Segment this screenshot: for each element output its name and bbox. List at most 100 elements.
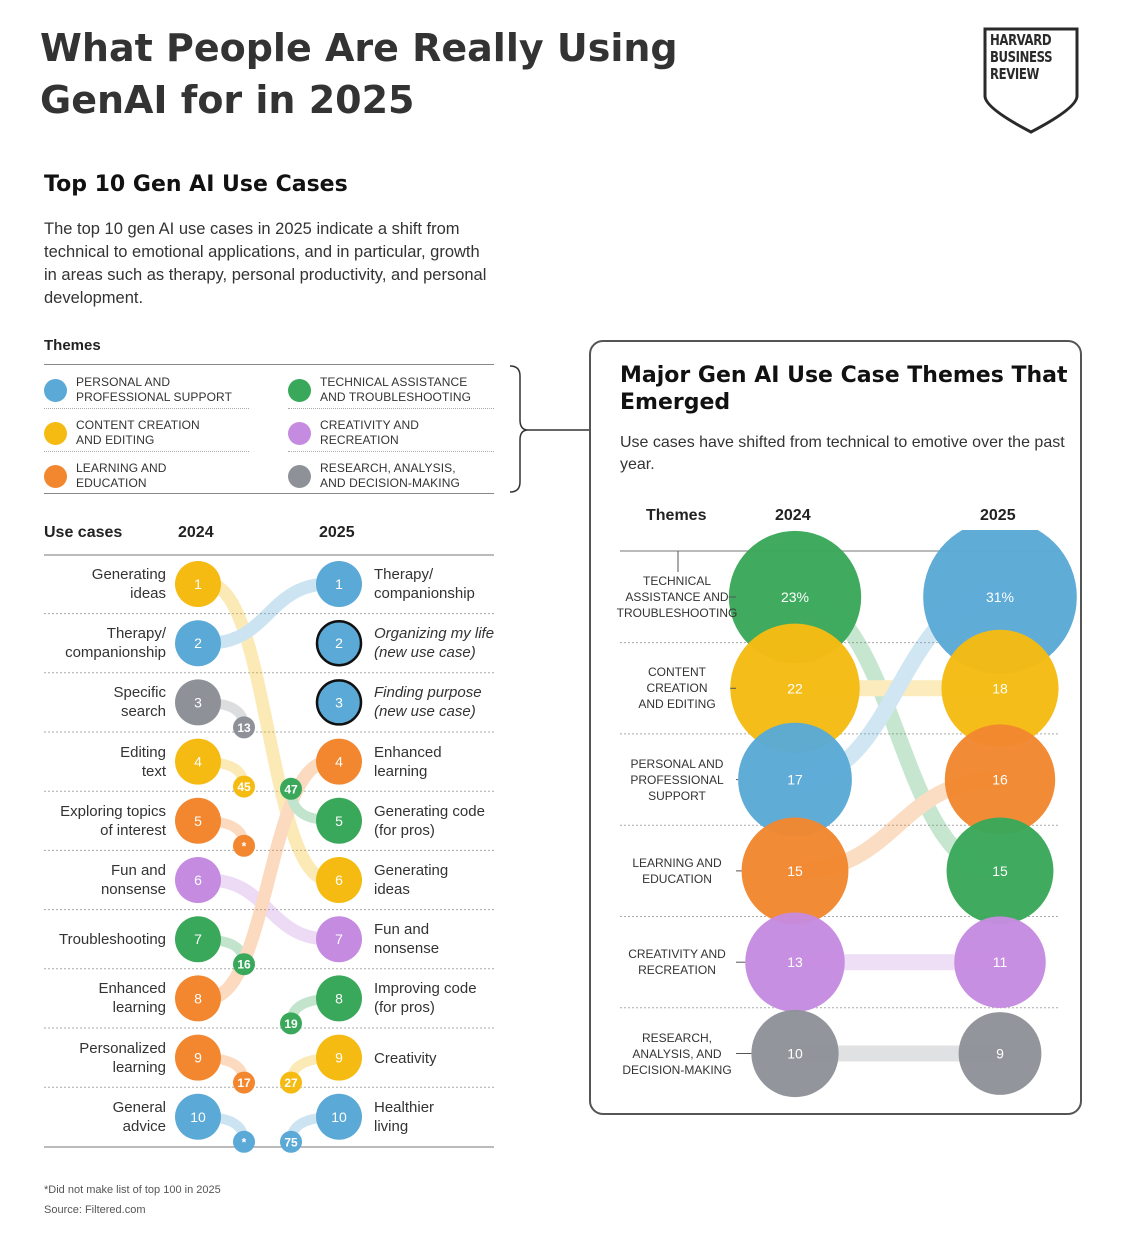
theme-row-label-line3: support — [648, 788, 706, 803]
node-2024-rank-2 — [175, 620, 221, 667]
theme-row-label-line2: education — [642, 871, 712, 886]
theme-row-label-line1: Research, — [641, 1030, 712, 1045]
footnote: *Did not make list of top 100 in 2025 — [44, 1184, 221, 1196]
use-case-2025-line2: nonsense — [374, 940, 440, 958]
left-2025-header: 2025 — [319, 524, 355, 541]
bubble-2024-label: 23% — [781, 589, 809, 605]
theme-row-label-technical: Technical assistance and troubleshooting — [612, 573, 742, 621]
legend-separator — [44, 451, 249, 452]
bubble-2025-label: 15 — [992, 863, 1008, 879]
legend-item-learning: Learning and education — [44, 457, 254, 497]
use-case-2025-line2: (for pros) — [374, 999, 435, 1017]
use-case-2024-4: Editing text — [40, 743, 166, 781]
theme-row-label-line3: decision-making — [622, 1062, 732, 1077]
bubble-2025-label: 16 — [992, 772, 1008, 788]
bubble-2024-label: 17 — [787, 772, 803, 788]
right-panel-description: Use cases have shifted from technical to… — [620, 434, 1065, 473]
use-case-2024-line2: nonsense — [100, 881, 166, 898]
node-2024-rank-3 — [175, 679, 221, 726]
use-case-2025-1: Therapy/companionship — [374, 565, 504, 603]
node-2024-label: 4 — [194, 754, 202, 770]
node-2025-label: 4 — [335, 754, 343, 770]
node-2025-rank-5 — [316, 797, 362, 844]
theme-row-label-line2: analysis, and — [632, 1046, 722, 1061]
legend-label: Creativity and recreation — [320, 418, 419, 447]
theme-row-label-line3: troubleshooting — [616, 606, 738, 620]
offlist-2024-rank-label: 19 — [284, 1017, 298, 1031]
use-case-2025-line1: Generating code — [374, 802, 485, 820]
legend-item-technical: Technical assistance and troubleshooting — [288, 371, 498, 411]
use-case-2025-line2: ideas — [374, 881, 410, 898]
legend-dot-personal — [44, 379, 67, 402]
node-2025-label: 10 — [331, 1109, 347, 1125]
use-case-2025-line2: living — [374, 1117, 409, 1135]
use-case-2024-line1: Enhanced — [98, 980, 166, 998]
use-case-2024-line1: General — [112, 1098, 166, 1116]
use-case-2024-line1: Exploring topics — [60, 802, 166, 820]
legend-item-research: Research, analysis, and decision-making — [288, 457, 498, 497]
bubble-2025-personal — [923, 530, 1077, 674]
use-case-2025-7: Fun and nonsense — [374, 920, 504, 958]
title-line-2: GenAI for in 2025 — [40, 78, 415, 122]
bubble-2024-label: 13 — [787, 954, 803, 970]
bubble-2025-research — [958, 1012, 1042, 1095]
theme-row-label-content: Content creation and editing — [612, 664, 742, 712]
node-2024-rank-10 — [175, 1093, 221, 1140]
use-case-2025-line1: Improving code — [374, 980, 477, 998]
use-case-2024-line2: learning — [112, 1058, 166, 1076]
theme-row-label-creativity: Creativity and recreation — [612, 946, 742, 978]
theme-row-label-line1: Content — [648, 665, 706, 680]
use-case-2025-5: Generating code (for pros) — [374, 802, 504, 840]
bubble-2025-label: 9 — [996, 1046, 1004, 1062]
node-2024-label: 10 — [190, 1109, 206, 1125]
node-2024-label: 7 — [194, 931, 202, 947]
use-case-2025-line1: Generating — [374, 862, 449, 879]
flow-line — [201, 873, 336, 946]
node-2025-rank-10 — [316, 1093, 362, 1140]
use-case-2024-2: Therapy/companionship — [40, 624, 166, 662]
offlist-2025-rank — [233, 953, 255, 976]
offlist-2025-rank — [233, 1071, 255, 1094]
use-case-2025-line1: Creativity — [374, 1049, 437, 1067]
use-case-2025-9: Creativity — [374, 1049, 504, 1068]
node-2024-rank-5 — [175, 797, 221, 844]
legend-dot-learning — [44, 465, 67, 488]
node-2025-rank-3 — [315, 679, 363, 726]
theme-row-label-line1: Technical — [642, 574, 711, 588]
use-case-2024-10: General advice — [40, 1098, 166, 1136]
node-2025-label: 1 — [335, 576, 343, 592]
use-case-2024-6: Fun and nonsense — [40, 861, 166, 899]
legend-dot-technical — [288, 379, 311, 402]
bubble-2024-technical — [728, 530, 862, 664]
use-case-2025-line2: (new use case) — [374, 644, 476, 662]
left-section-description: The top 10 gen AI use cases in 2025 indi… — [44, 220, 487, 307]
use-case-2025-line2: learning — [374, 762, 428, 780]
legend-label: Research, analysis, and decision-making — [320, 461, 460, 490]
use-case-2024-5: Exploring topics of interest — [40, 802, 166, 840]
offlist-2024-rank-label: 47 — [284, 782, 298, 796]
hbr-shield-logo — [983, 27, 1079, 134]
legend-item-content: Content creation and editing — [44, 414, 254, 454]
theme-row-label-line2: professional — [630, 772, 724, 787]
theme-row-label-line1: Personal and — [630, 756, 724, 771]
legend-item-creativity: Creativity and recreation — [288, 414, 498, 454]
legend-label: Personal and professional support — [76, 375, 233, 404]
bubble-2024-creativity — [745, 912, 845, 1012]
node-2024-label: 2 — [194, 635, 202, 651]
left-2024-header: 2024 — [178, 524, 214, 541]
legend-separator — [44, 408, 249, 409]
offlist-2025-rank-label: 45 — [237, 780, 251, 794]
offlist-2025-rank-label: * — [242, 1135, 247, 1149]
use-case-2024-line1: Generating — [91, 566, 166, 583]
node-2024-rank-7 — [175, 916, 221, 963]
node-2025-label: 8 — [335, 990, 343, 1006]
use-case-2024-line2: search — [120, 703, 166, 721]
use-case-2024-9: Personalized learning — [40, 1039, 166, 1077]
use-case-2024-line1: Specific — [113, 684, 166, 702]
themes-legend: Personal and professional support Technica… — [44, 364, 494, 494]
bubble-2024-research — [751, 1009, 839, 1098]
node-2025-label: 5 — [335, 813, 343, 829]
node-2025-rank-2 — [315, 619, 363, 667]
legend-label: Technical assistance and troubleshooting — [320, 375, 472, 404]
